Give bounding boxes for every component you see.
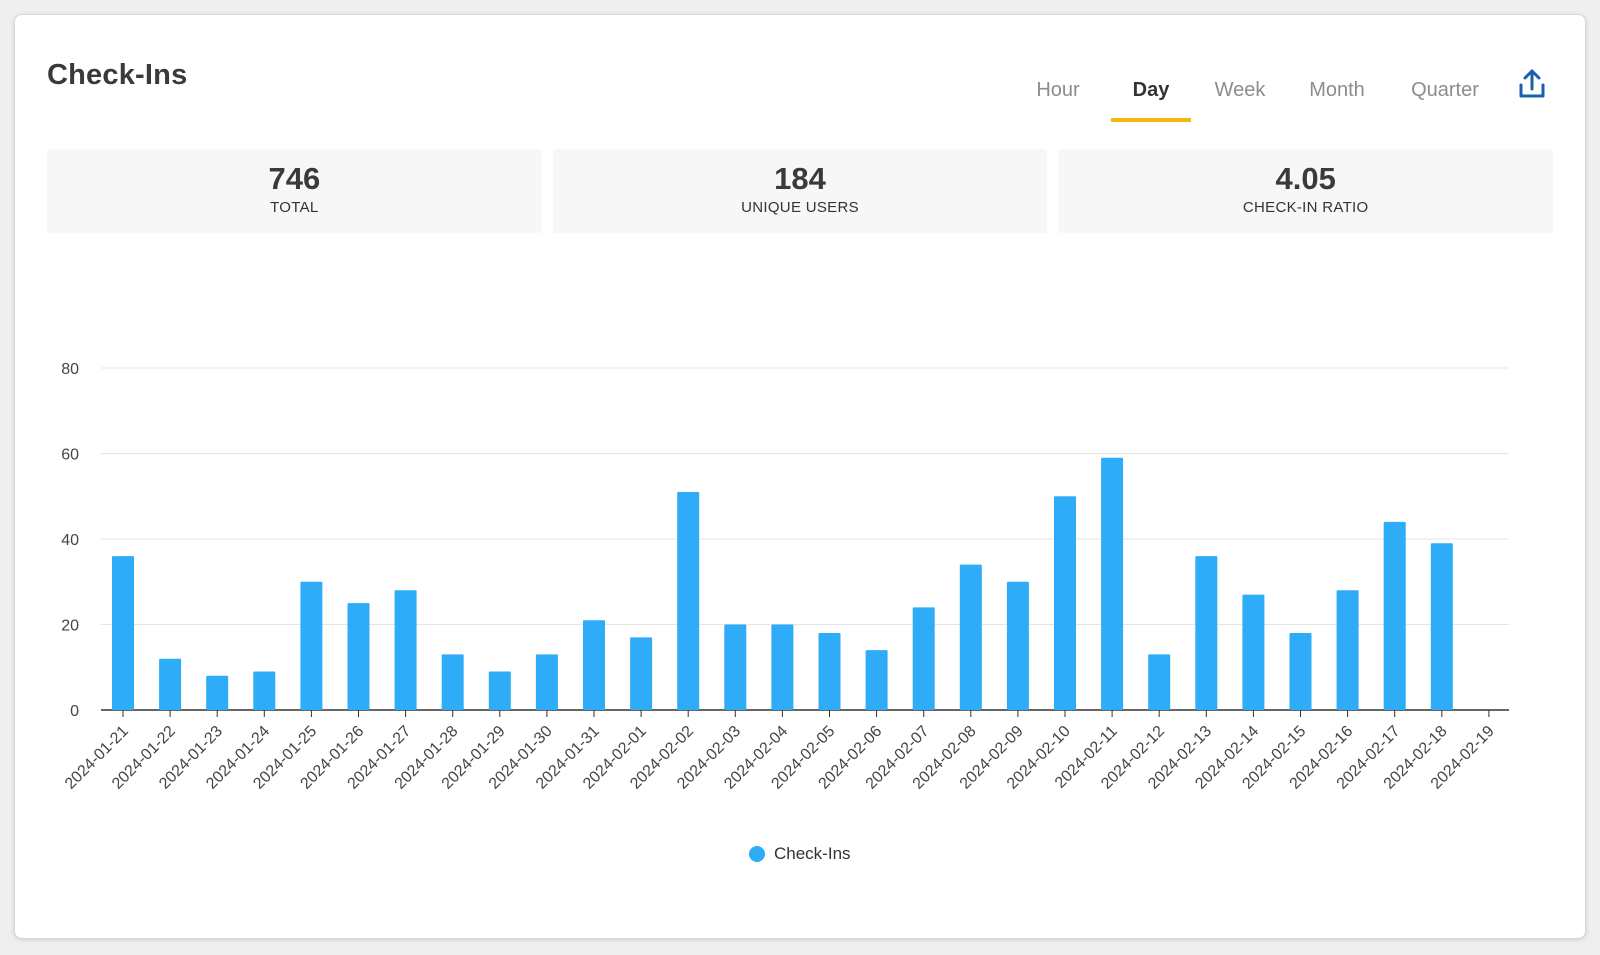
stat-total-label: TOTAL (270, 199, 319, 216)
export-button[interactable] (1512, 65, 1552, 105)
bar (771, 624, 794, 710)
bar (1336, 590, 1359, 710)
bar (583, 620, 605, 710)
bar (912, 607, 935, 710)
bar (1006, 581, 1029, 710)
stat-check-in-ratio-value: 4.05 (1275, 161, 1336, 196)
y-tick-label: 80 (61, 361, 79, 378)
stat-check-in-ratio: 4.05 CHECK-IN RATIO (1058, 149, 1554, 233)
bar (630, 637, 653, 710)
legend-swatch (749, 846, 765, 862)
bar (724, 624, 747, 710)
bar (865, 650, 888, 710)
bar (488, 671, 511, 710)
bar (1289, 633, 1312, 710)
check-ins-bar-chart: 0204060802024-01-212024-01-222024-01-232… (61, 361, 1509, 793)
bar (300, 581, 323, 710)
y-tick-label: 20 (61, 618, 79, 635)
bar (112, 556, 134, 710)
period-tabs: Hour Day Week Month Quarter (1027, 65, 1487, 122)
stat-total: 746 TOTAL (47, 149, 542, 233)
tab-quarter[interactable]: Quarter (1411, 79, 1479, 101)
bar (1242, 594, 1265, 710)
bar (1054, 496, 1076, 710)
stat-unique-users: 184 UNIQUE USERS (552, 149, 1048, 233)
bar (1383, 521, 1406, 710)
stat-unique-users-value: 184 (774, 161, 826, 196)
tab-week[interactable]: Week (1214, 79, 1266, 101)
tab-hour[interactable]: Hour (1036, 79, 1080, 101)
bar (1101, 457, 1124, 710)
page-title: Check-Ins (47, 59, 188, 91)
stat-unique-users-label: UNIQUE USERS (741, 199, 859, 216)
bar (959, 564, 982, 710)
bar (206, 675, 229, 710)
legend-label: Check-Ins (774, 844, 851, 863)
bar (441, 654, 464, 710)
bar (535, 654, 558, 710)
y-tick-label: 60 (61, 447, 79, 464)
bar (1195, 556, 1218, 710)
bar (677, 491, 700, 710)
upload-icon (1519, 69, 1545, 98)
bar (159, 658, 182, 710)
check-ins-card: Check-Ins Hour Day Week Month Quarter 74… (14, 14, 1586, 939)
bar (394, 590, 417, 710)
stats-row: 746 TOTAL 184 UNIQUE USERS 4.05 CHECK-IN… (47, 149, 1554, 233)
bar (818, 633, 841, 710)
stat-check-in-ratio-label: CHECK-IN RATIO (1242, 199, 1369, 216)
bar (1148, 654, 1171, 710)
y-tick-label: 0 (70, 703, 79, 720)
bar (1430, 543, 1453, 710)
chart-legend[interactable]: Check-Ins (749, 844, 851, 864)
bar (253, 671, 276, 710)
y-tick-label: 40 (61, 532, 79, 549)
stat-total-value: 746 (268, 161, 321, 196)
tab-day[interactable]: Day (1111, 65, 1191, 122)
bar (347, 603, 370, 710)
tab-month[interactable]: Month (1309, 79, 1365, 101)
